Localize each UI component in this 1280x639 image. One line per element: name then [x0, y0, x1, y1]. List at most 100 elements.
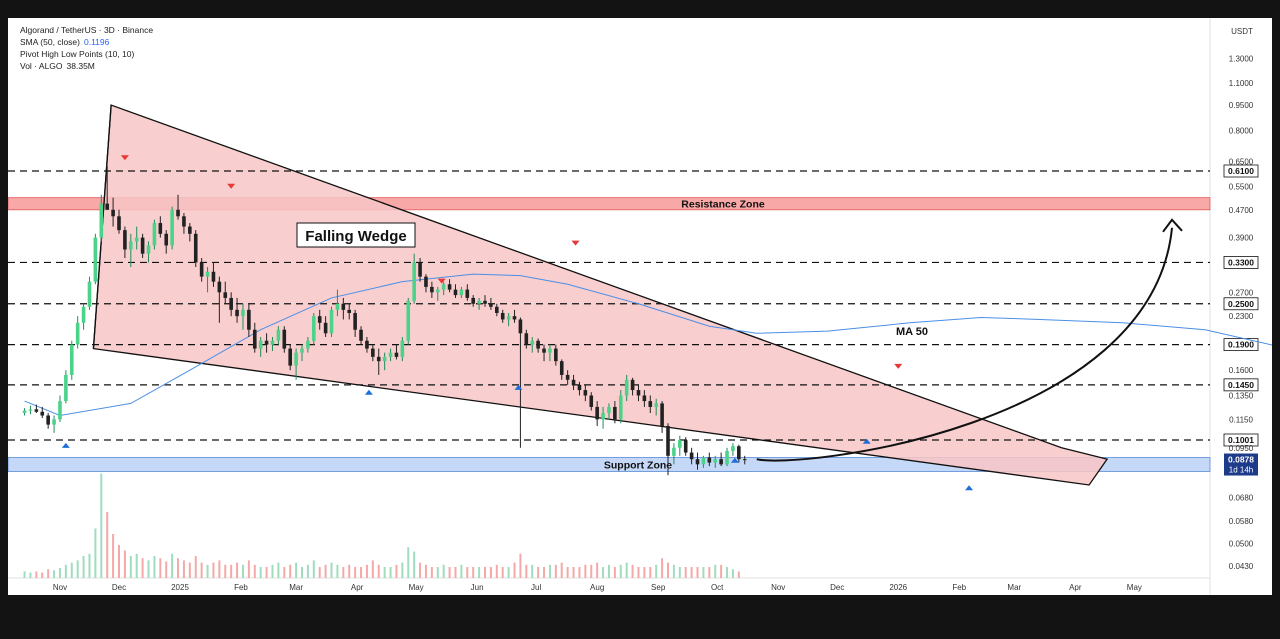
pivot-high-marker-0 — [120, 155, 129, 161]
candle — [182, 216, 186, 227]
y-tick-4: 0.6500 — [1229, 158, 1254, 167]
candle — [129, 241, 133, 250]
volume-bar — [135, 553, 138, 578]
volume-bar — [548, 564, 551, 578]
volume-bar — [513, 562, 516, 578]
volume-bar — [129, 556, 132, 578]
level-label-0: 0.6100 — [1228, 166, 1254, 176]
candle — [471, 297, 475, 304]
volume-bar — [265, 567, 268, 578]
volume-bar — [182, 560, 185, 578]
volume-bar — [100, 473, 103, 578]
candle — [335, 303, 340, 310]
volume-bar — [259, 567, 262, 578]
y-tick-15: 0.0580 — [1229, 517, 1254, 526]
candle — [495, 306, 499, 313]
candle — [601, 413, 605, 420]
y-tick-8: 0.2700 — [1229, 288, 1254, 297]
x-tick-4: Mar — [289, 583, 303, 592]
volume-bar — [708, 567, 711, 578]
chart-canvas[interactable]: Resistance Zone Support Zone Falling Wedge… — [8, 18, 1272, 595]
volume-bar — [489, 567, 492, 578]
volume-bar — [631, 564, 634, 578]
x-tick-16: Mar — [1007, 583, 1021, 592]
candle — [672, 447, 676, 456]
chart-legend: Algorand / TetherUS · 3D · Binance SMA (… — [20, 24, 153, 72]
candle — [123, 230, 127, 250]
volume-bar — [230, 564, 233, 578]
candle — [323, 322, 328, 334]
candle — [193, 233, 198, 263]
volume-bar — [64, 564, 67, 578]
level-label-5: 0.1001 — [1228, 435, 1254, 445]
volume-bar — [484, 567, 486, 578]
candle — [465, 289, 470, 298]
volume-bar — [236, 562, 239, 578]
level-box-1 — [1223, 256, 1259, 269]
volume-bar — [224, 564, 227, 578]
volume-bar — [153, 556, 156, 578]
pivot-low-marker-1 — [364, 389, 373, 395]
candle — [371, 348, 375, 357]
x-tick-6: May — [409, 583, 424, 592]
pivot-low-marker-2 — [514, 384, 523, 390]
volume-bar — [720, 564, 723, 578]
volume-bar — [472, 567, 475, 578]
candle — [58, 401, 62, 420]
candle — [595, 406, 599, 420]
volume-bar — [407, 547, 410, 578]
x-tick-17: Apr — [1069, 583, 1082, 592]
candle — [642, 395, 647, 402]
candle — [707, 457, 712, 463]
volume-bar — [141, 558, 144, 578]
volume-bar — [253, 564, 256, 578]
candle — [306, 340, 310, 349]
candle — [376, 356, 381, 362]
candle — [607, 406, 611, 414]
candle — [737, 446, 741, 460]
volume-bar — [330, 562, 333, 578]
volume-bar — [572, 567, 575, 578]
volume-bar — [212, 562, 215, 578]
volume-bar — [247, 560, 250, 578]
volume-bar — [714, 564, 717, 578]
candle — [459, 289, 464, 296]
candle — [158, 223, 163, 234]
candle — [294, 352, 298, 366]
candle — [477, 300, 481, 304]
level-label-3: 0.1900 — [1228, 340, 1254, 350]
y-tick-14: 0.0680 — [1229, 494, 1254, 503]
legend-sma-value: 0.1196 — [84, 37, 110, 47]
volume-bar — [395, 564, 398, 578]
volume-bar — [495, 564, 498, 578]
volume-bar — [702, 567, 705, 578]
legend-symbol[interactable]: Algorand / TetherUS · 3D · Binance — [20, 25, 154, 35]
volume-bar — [360, 567, 363, 578]
volume-bar — [53, 570, 56, 578]
volume-bar — [159, 558, 162, 578]
volume-bar — [726, 567, 729, 578]
volume-bar — [47, 569, 50, 578]
y-tick-7: 0.3900 — [1229, 234, 1254, 243]
volume-bar — [177, 558, 180, 578]
y-tick-2: 0.9500 — [1229, 101, 1254, 110]
volume-bar — [194, 556, 197, 578]
volume-bar — [23, 571, 26, 578]
volume-bar — [419, 562, 422, 578]
x-tick-8: Jul — [531, 583, 541, 592]
volume-bar — [70, 562, 73, 578]
volume-bar — [690, 567, 693, 578]
candle — [235, 309, 239, 317]
x-tick-3: Feb — [234, 583, 248, 592]
volume-bar — [377, 564, 380, 578]
volume-bar — [643, 567, 646, 578]
candle — [589, 395, 594, 407]
candle — [347, 309, 352, 313]
candle — [140, 237, 145, 254]
candle — [731, 446, 735, 451]
pivot-low-marker-4 — [862, 438, 871, 444]
x-tick-2: 2025 — [171, 583, 189, 592]
volume-bar — [554, 564, 557, 578]
candle — [406, 300, 411, 341]
resistance-zone-label: Resistance Zone — [681, 199, 765, 211]
